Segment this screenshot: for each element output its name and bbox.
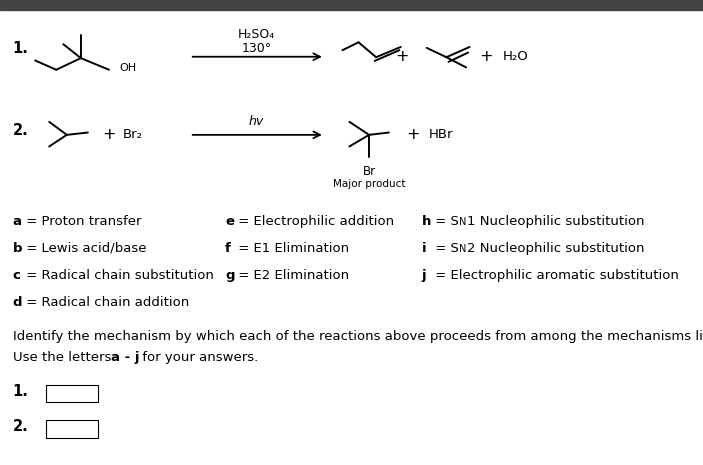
Text: e: e (225, 215, 234, 228)
Text: H₂SO₄: H₂SO₄ (238, 28, 275, 41)
Text: +: + (479, 49, 494, 64)
Text: = Radical chain substitution: = Radical chain substitution (22, 269, 214, 282)
Text: 1 Nucleophilic substitution: 1 Nucleophilic substitution (467, 215, 645, 228)
Text: Br: Br (363, 165, 375, 178)
Text: Identify the mechanism by which each of the reactions above proceeds from among : Identify the mechanism by which each of … (13, 330, 703, 343)
Text: = S: = S (431, 215, 459, 228)
Text: i: i (422, 242, 427, 255)
Text: = Lewis acid/base: = Lewis acid/base (22, 242, 146, 255)
Text: 2.: 2. (13, 419, 28, 434)
Text: = Electrophilic addition: = Electrophilic addition (234, 215, 394, 228)
Text: a: a (13, 215, 22, 228)
Text: H₂O: H₂O (503, 50, 529, 63)
Text: Use the letters: Use the letters (13, 351, 115, 364)
Text: c: c (13, 269, 20, 282)
Text: f: f (225, 242, 231, 255)
Text: HBr: HBr (429, 128, 453, 141)
Text: a - j: a - j (111, 351, 140, 364)
Text: OH: OH (120, 63, 136, 73)
Text: Br₂: Br₂ (123, 128, 143, 141)
Text: = Proton transfer: = Proton transfer (22, 215, 141, 228)
Text: h: h (422, 215, 431, 228)
Text: for your answers.: for your answers. (138, 351, 258, 364)
Text: g: g (225, 269, 235, 282)
Text: 130°: 130° (242, 42, 271, 55)
Text: = E1 Elimination: = E1 Elimination (234, 242, 349, 255)
Text: hv: hv (249, 115, 264, 128)
Text: = Electrophilic aromatic substitution: = Electrophilic aromatic substitution (431, 269, 679, 282)
Text: 1.: 1. (13, 384, 29, 399)
Text: +: + (395, 49, 409, 64)
Text: +: + (406, 127, 420, 142)
Text: N: N (459, 217, 466, 227)
Text: 2.: 2. (13, 123, 28, 138)
Text: b: b (13, 242, 22, 255)
Text: N: N (459, 244, 466, 254)
FancyBboxPatch shape (46, 385, 98, 402)
Text: = E2 Elimination: = E2 Elimination (234, 269, 349, 282)
Bar (0, 0, 703, 10)
Text: = Radical chain addition: = Radical chain addition (22, 296, 189, 309)
FancyBboxPatch shape (46, 420, 98, 438)
Text: j: j (422, 269, 427, 282)
Text: +: + (102, 127, 116, 142)
Text: 1.: 1. (13, 41, 29, 56)
Text: = S: = S (431, 242, 459, 255)
Text: Major product: Major product (333, 179, 406, 189)
Text: d: d (13, 296, 22, 309)
Text: 2 Nucleophilic substitution: 2 Nucleophilic substitution (467, 242, 645, 255)
